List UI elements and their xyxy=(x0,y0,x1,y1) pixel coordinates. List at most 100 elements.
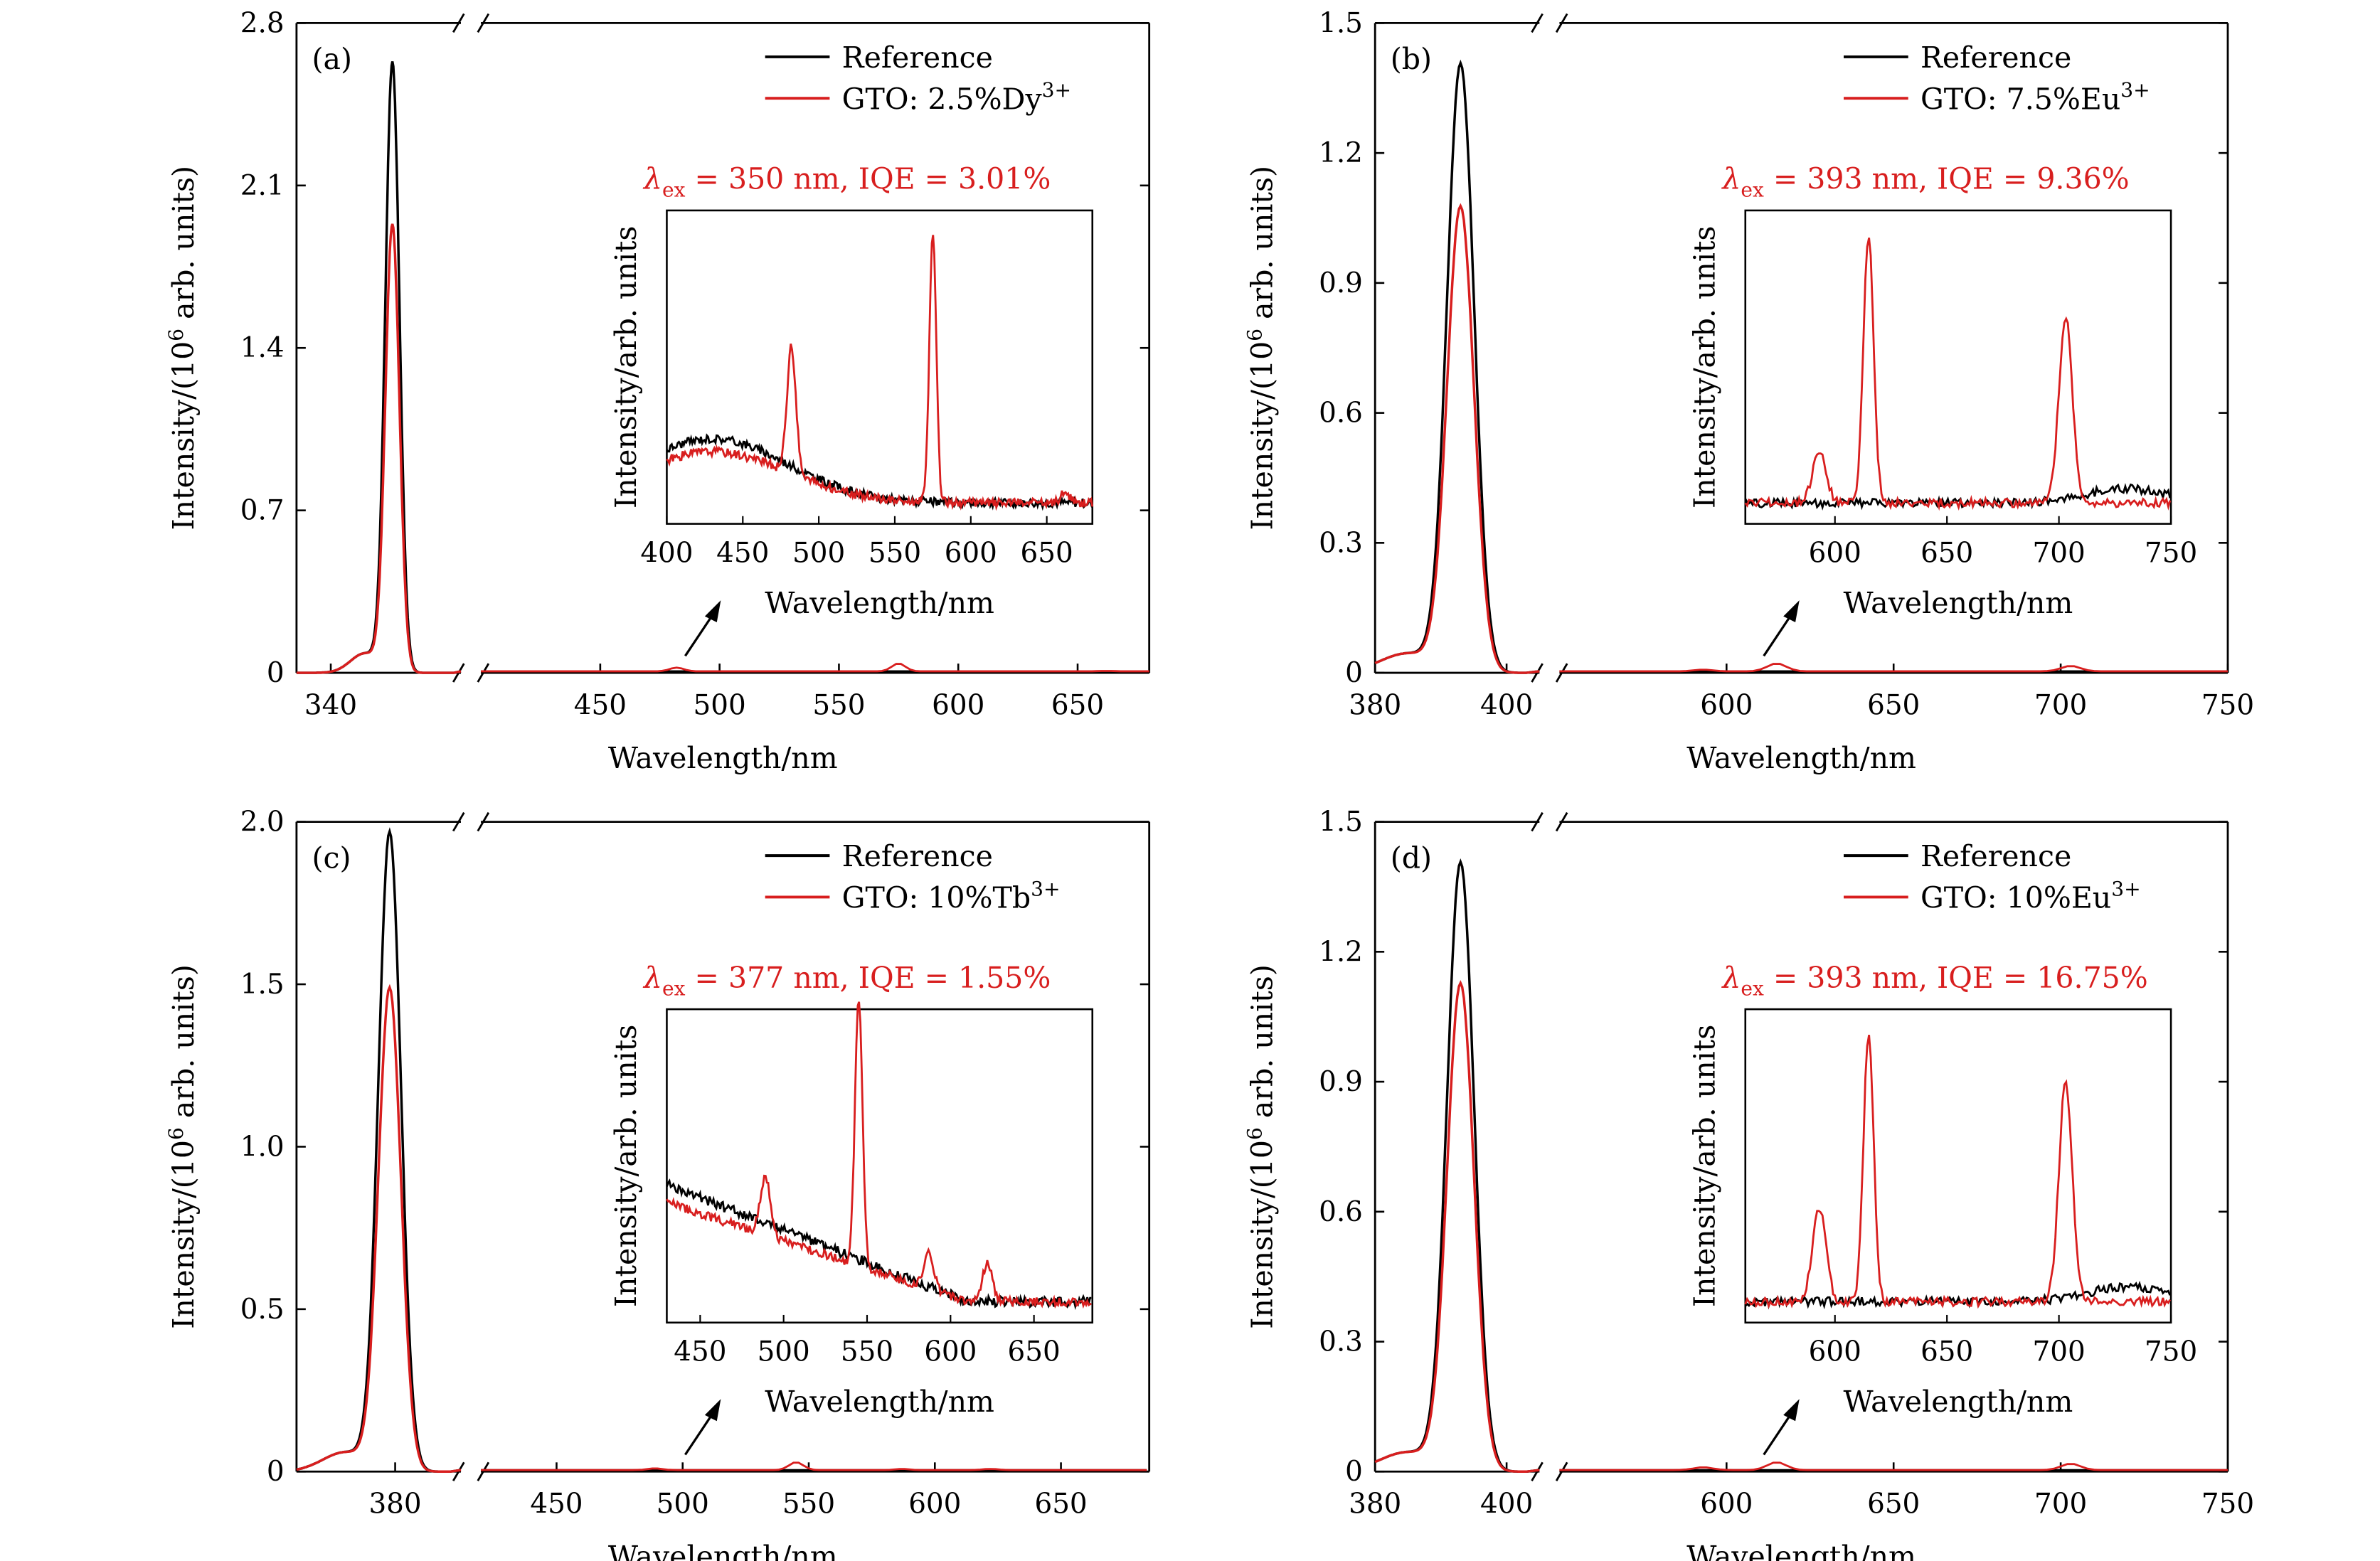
legend-label-reference: Reference xyxy=(842,41,993,75)
x-tick-label: 600 xyxy=(932,689,984,721)
axis-break-mark-top xyxy=(1531,13,1568,33)
break-stroke xyxy=(1531,1461,1544,1481)
y-axis-label: Intensity/(106 arb. units) xyxy=(164,964,201,1329)
axis-break-mark-bottom xyxy=(1531,663,1568,683)
inset-x-tick-label: 650 xyxy=(1021,538,1073,570)
inset-y-axis-label: Intensity/arb. units xyxy=(609,1025,643,1307)
y-axis-label-main: Intensity/(10 xyxy=(1245,341,1279,531)
y-tick-label: 0.3 xyxy=(1319,527,1363,559)
inset-line-reference xyxy=(1744,1280,2172,1310)
inset-x-tick-label: 700 xyxy=(2033,1336,2086,1368)
inset-line-sample xyxy=(666,235,1094,511)
break-stroke xyxy=(1555,13,1568,33)
axes-frame xyxy=(1374,821,2229,1473)
x-tick-label: 450 xyxy=(530,1488,583,1520)
x-tick-label: 400 xyxy=(1480,1488,1533,1520)
inset-pointer-arrow xyxy=(684,600,721,657)
legend-label-sample: GTO: 2.5%Dy3+ xyxy=(842,78,1071,116)
x-tick-label: 750 xyxy=(2201,689,2254,721)
annotation-text: = 377 nm, IQE = 1.55% xyxy=(686,961,1051,995)
arrow-shaft xyxy=(684,1412,714,1456)
inset-x-tick-label: 750 xyxy=(2145,1336,2197,1368)
panel-4: 0 0.3 0.6 0.9 1.2 1.5 380 400 600 650 700 750 Wavele… xyxy=(1243,806,2254,1561)
x-tick-label: 500 xyxy=(657,1488,709,1520)
break-stroke xyxy=(1555,663,1568,683)
x-axis-label: Wavelength/nm xyxy=(1686,741,1916,775)
y-tick-label: 2.1 xyxy=(240,170,285,202)
annotation-lambda: λ xyxy=(1721,961,1741,995)
annotation-subscript: ex xyxy=(662,977,686,1001)
y-tick-label: 0 xyxy=(1345,1456,1363,1488)
y-tick-label: 0.9 xyxy=(1319,1066,1363,1098)
x-axis-label: Wavelength/nm xyxy=(608,741,838,775)
y-tick-label: 1.5 xyxy=(240,969,285,1001)
annotation-text: = 350 nm, IQE = 3.01% xyxy=(686,162,1051,196)
arrow-head xyxy=(704,1399,721,1422)
y-tick-label: 1.2 xyxy=(1319,936,1363,968)
y-axis-label-tail: arb. units) xyxy=(1245,166,1279,329)
panel-label: (d) xyxy=(1391,841,1432,875)
y-axis-label: Intensity/(106 arb. units) xyxy=(164,166,201,531)
panel-label: (c) xyxy=(312,841,351,875)
y-tick-label: 0.6 xyxy=(1319,1196,1363,1228)
inset-chart: λex = 393 nm, IQE = 9.36% 600 650 700 750 Wav… xyxy=(1688,162,2198,620)
annotation-text: = 393 nm, IQE = 16.75% xyxy=(1764,961,2148,995)
inset-pointer-arrow xyxy=(684,1399,721,1456)
y-tick-label: 1.0 xyxy=(240,1131,285,1163)
y-axis-label-main: Intensity/(10 xyxy=(166,1140,201,1329)
axes-frame xyxy=(1374,21,2229,674)
legend-label-sample: GTO: 7.5%Eu3+ xyxy=(1921,78,2150,116)
series-line-sample xyxy=(1374,203,1540,674)
series-line-sample xyxy=(296,223,462,674)
series-line-reference xyxy=(1374,858,1540,1474)
inset-x-tick-label: 450 xyxy=(674,1336,726,1368)
y-tick-label: 0 xyxy=(267,1456,285,1488)
inset-y-axis-label: Intensity/arb. units xyxy=(609,226,643,508)
inset-x-axis-label: Wavelength/nm xyxy=(765,1385,994,1419)
annotation-subscript: ex xyxy=(1741,977,1764,1001)
inset-x-axis-label: Wavelength/nm xyxy=(765,586,994,620)
arrow-head xyxy=(1783,600,1800,623)
panel-label: (a) xyxy=(312,42,351,76)
inset-annotation: λex = 393 nm, IQE = 16.75% xyxy=(1721,961,2147,1001)
y-axis-label-sup: 6 xyxy=(1243,1127,1266,1140)
panel-label: (b) xyxy=(1391,42,1432,76)
axis-break-mark-top xyxy=(452,811,490,832)
series-line-sample xyxy=(296,984,462,1474)
break-stroke xyxy=(477,1461,490,1481)
legend-label-superscript: 3+ xyxy=(1042,78,1071,102)
inset-chart: λex = 377 nm, IQE = 1.55% 450 500 550 600 650… xyxy=(609,961,1094,1419)
series-line-sample-right xyxy=(1559,663,2228,673)
legend-label-reference: Reference xyxy=(1921,839,2071,873)
inset-chart: λex = 350 nm, IQE = 3.01% 400 450 500 550 600… xyxy=(609,162,1094,620)
arrow-head xyxy=(704,600,721,623)
x-tick-label: 700 xyxy=(2034,1488,2087,1520)
legend-label-superscript: 3+ xyxy=(2120,78,2150,102)
x-tick-label: 700 xyxy=(2034,689,2087,721)
inset-x-tick-label: 650 xyxy=(1921,1336,1973,1368)
x-tick-label: 600 xyxy=(908,1488,961,1520)
x-tick-label: 650 xyxy=(1867,689,1920,721)
axis-break-mark-bottom xyxy=(1531,1461,1568,1481)
arrow-head xyxy=(1783,1399,1800,1422)
inset-pointer-arrow xyxy=(1763,600,1800,657)
y-axis-label-main: Intensity/(10 xyxy=(166,341,201,531)
panel-3: 0 0.5 1.0 1.5 2.0 380 450 500 550 600 650 Wavelengt… xyxy=(164,806,1151,1561)
y-tick-label: 2.8 xyxy=(240,7,285,39)
series-line-sample-right xyxy=(481,1461,1147,1471)
y-tick-label: 1.5 xyxy=(1319,7,1363,39)
y-tick-label: 0.3 xyxy=(1319,1326,1363,1358)
series-line-sample-right xyxy=(481,663,1149,673)
inset-x-tick-label: 600 xyxy=(924,1336,977,1368)
break-stroke xyxy=(477,13,490,33)
inset-annotation: λex = 377 nm, IQE = 1.55% xyxy=(642,961,1051,1001)
axes-frame xyxy=(295,821,1151,1473)
legend-label-sample: GTO: 10%Eu3+ xyxy=(1921,877,2141,915)
inset-x-tick-label: 400 xyxy=(640,538,693,570)
axes-frame xyxy=(295,21,1151,674)
axis-break-mark-top xyxy=(1531,811,1568,832)
annotation-subscript: ex xyxy=(1741,178,1764,201)
legend-label-reference: Reference xyxy=(842,839,993,873)
y-axis-label: Intensity/(106 arb. units) xyxy=(1243,964,1279,1329)
